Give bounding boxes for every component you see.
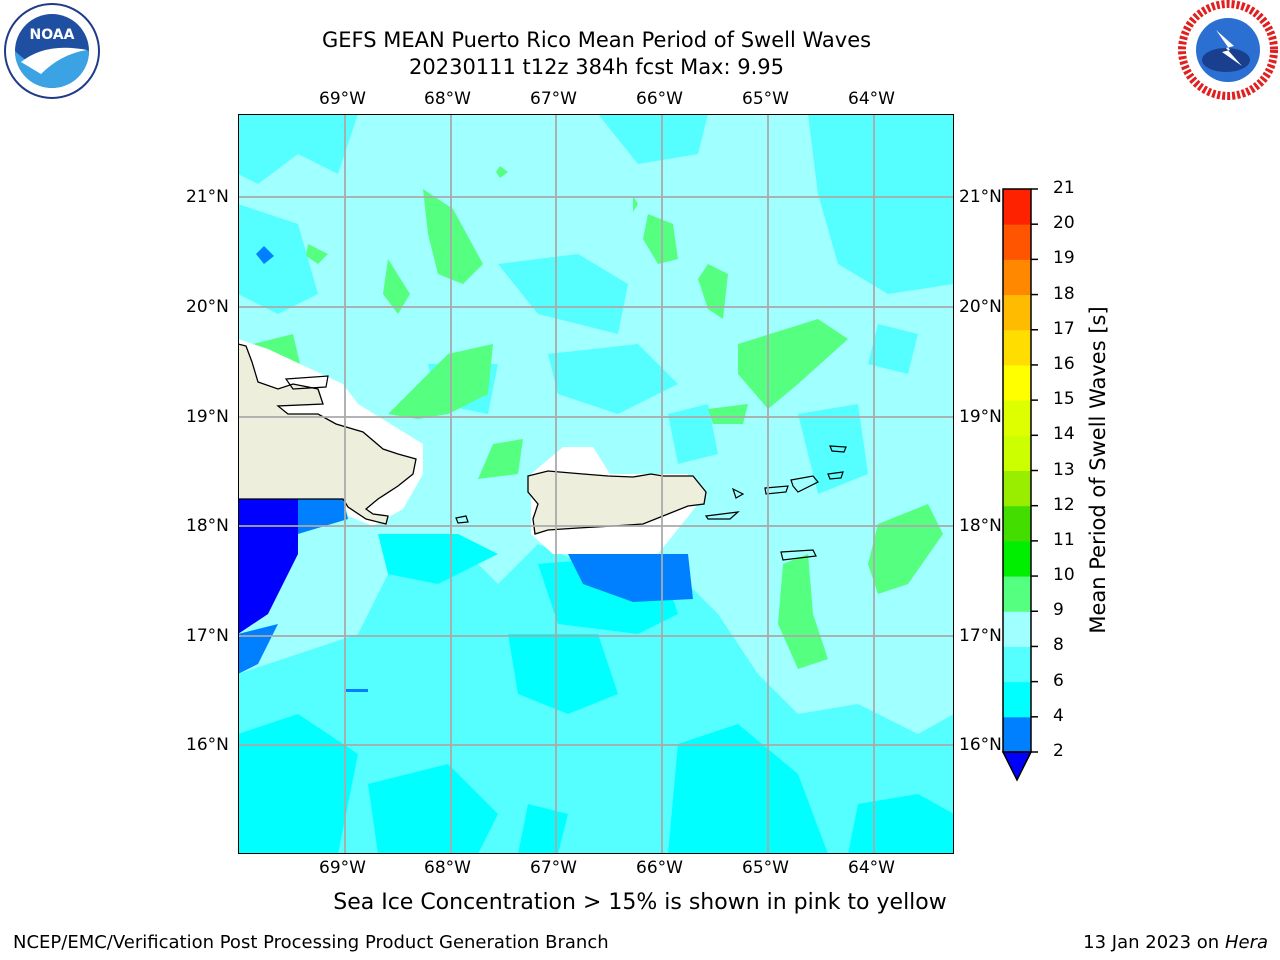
colorbar-tick-label: 13 [1053,459,1075,480]
lat-label-left: 18°N [186,516,229,536]
colorbar-tick-label: 18 [1053,283,1075,304]
colorbar-tick-label: 15 [1053,389,1075,410]
colorbar-tick-label: 8 [1053,635,1064,656]
lon-label-bottom: 64°W [848,858,895,878]
colorbar-extend-arrow [1001,751,1033,782]
colorbar-tick-label: 21 [1053,178,1075,198]
colorbar-segment [1003,189,1031,225]
chart-subtitle: 20230111 t12z 384h fcst Max: 9.95 [409,55,784,79]
lat-label-right: 16°N [959,735,1002,755]
colorbar-tick-label: 17 [1053,318,1075,339]
lat-label-right: 17°N [959,626,1002,646]
lon-label-top: 67°W [530,89,577,109]
lat-label-left: 19°N [186,407,229,427]
colorbar-segment [1003,611,1031,647]
colorbar-segment [1003,540,1031,577]
colorbar-segment [1003,576,1031,612]
lon-label-top: 64°W [848,89,895,109]
lon-label-bottom: 66°W [636,858,683,878]
lon-label-top: 69°W [319,89,366,109]
lon-label-top: 66°W [636,89,683,109]
lat-label-left: 17°N [186,626,229,646]
colorbar-segment [1003,329,1031,366]
colorbar-segment [1003,435,1031,471]
colorbar-segment [1003,681,1031,718]
colorbar-segment [1003,364,1031,401]
lon-label-bottom: 68°W [424,858,471,878]
lat-label-right: 20°N [959,297,1002,317]
colorbar-tick-label: 10 [1053,565,1075,586]
lat-label-right: 19°N [959,407,1002,427]
colorbar-tick-label: 9 [1053,600,1064,621]
lat-label-left: 21°N [186,187,229,207]
svg-text:NOAA: NOAA [30,27,75,43]
colorbar-segment [1003,400,1031,436]
colorbar-segment [1003,505,1031,542]
colorbar-segment [1003,470,1031,507]
colorbar-segment [1003,294,1031,331]
lat-label-right: 21°N [959,187,1002,207]
chart-title: GEFS MEAN Puerto Rico Mean Period of Swe… [321,28,872,52]
footer-host: Hera [1224,932,1268,953]
footer-date-text: 13 Jan 2023 on [1083,932,1220,953]
footer-date: 13 Jan 2023 on Hera [1083,932,1268,953]
lon-label-bottom: 67°W [530,858,577,878]
sea-ice-note: Sea Ice Concentration > 15% is shown in … [333,890,947,915]
colorbar-tick-label: 12 [1053,494,1075,515]
noaa-logo: NOAA [4,3,100,99]
colorbar-tick-label: 19 [1053,248,1075,269]
colorbar-tick-label: 20 [1053,213,1075,234]
colorbar-tick-label: 11 [1053,529,1075,550]
lat-label-left: 16°N [186,735,229,755]
colorbar-segment [1003,716,1031,753]
swell-period-map [238,114,954,854]
lon-label-top: 68°W [424,89,471,109]
colorbar-tick-label: 14 [1053,424,1075,445]
lon-label-bottom: 65°W [742,858,789,878]
colorbar-title: Mean Period of Swell Waves [s] [1086,306,1110,634]
lat-label-left: 20°N [186,297,229,317]
lon-label-bottom: 69°W [319,858,366,878]
lon-label-top: 65°W [742,89,789,109]
colorbar-tick-label: 2 [1053,741,1064,761]
footer-branch: NCEP/EMC/Verification Post Processing Pr… [13,932,609,953]
colorbar-segment [1003,259,1031,296]
colorbar-segment [1003,646,1031,683]
lat-label-right: 18°N [959,516,1002,536]
colorbar-segment [1003,224,1031,260]
colorbar-tick-label: 6 [1053,670,1064,691]
nws-logo [1178,0,1278,100]
colorbar-tick-label: 16 [1053,353,1075,374]
colorbar-tick-label: 4 [1053,705,1064,726]
colorbar [1001,188,1038,782]
